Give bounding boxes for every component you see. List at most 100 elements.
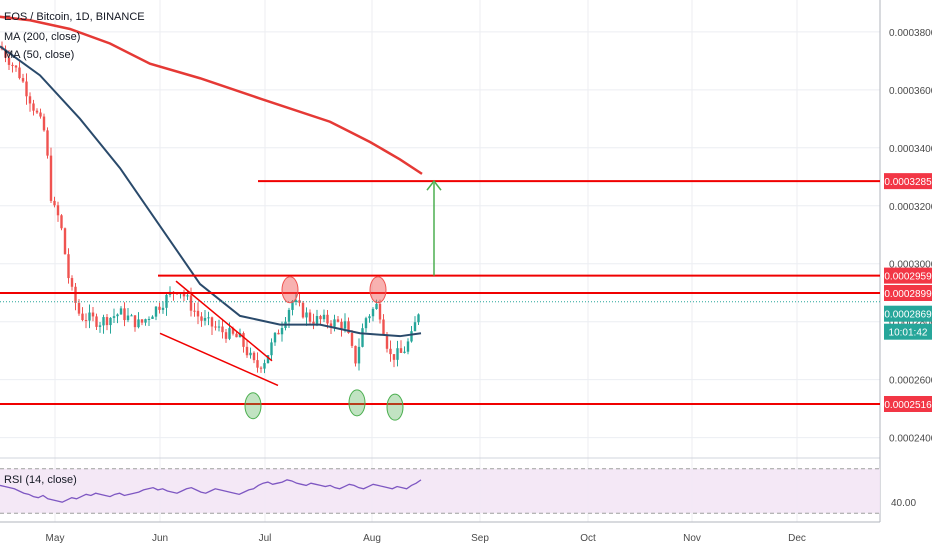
- candle-body: [119, 308, 123, 315]
- price-badge-label: 0.0003285: [884, 177, 932, 188]
- candle-body: [396, 348, 399, 360]
- candle-body: [354, 345, 357, 364]
- candle-body: [147, 318, 151, 320]
- symbol-title: EOS / Bitcoin, 1D, BINANCE: [4, 11, 145, 23]
- candle-body: [224, 332, 228, 339]
- candle-body: [308, 312, 312, 322]
- candle-body: [280, 327, 284, 335]
- candle-body: [77, 302, 81, 314]
- candle-body: [263, 363, 266, 369]
- candle-body: [196, 310, 200, 317]
- rsi-tick-label: 40.00: [891, 498, 916, 509]
- target-arrow-head: [426, 179, 442, 191]
- candle-body: [56, 205, 60, 216]
- candle-body: [312, 321, 315, 324]
- candle-body: [357, 346, 361, 364]
- candle-body: [133, 315, 137, 328]
- candle-body: [256, 360, 259, 368]
- candle-body: [203, 317, 207, 321]
- time-tick-label: May: [46, 533, 65, 544]
- candle-body: [46, 130, 49, 156]
- candle-body: [266, 355, 270, 364]
- candle-body: [39, 112, 42, 117]
- candle-body: [242, 333, 245, 347]
- candle-body: [273, 332, 277, 343]
- candle-body: [368, 316, 371, 319]
- candle-body: [88, 312, 91, 321]
- candle-body: [217, 326, 221, 328]
- time-tick-label: Aug: [363, 533, 381, 544]
- wedge-lower-line: [159, 332, 279, 387]
- ma50-line: [0, 45, 422, 338]
- candle-body: [182, 293, 186, 297]
- candle-body: [291, 301, 294, 310]
- time-tick-label: Sep: [471, 533, 489, 544]
- candle-body: [105, 317, 109, 326]
- candle-body: [158, 306, 161, 310]
- candle-body: [417, 314, 420, 323]
- candle-body: [287, 309, 291, 322]
- candle-body: [350, 333, 354, 346]
- candle-body: [151, 316, 154, 319]
- candle-body: [140, 319, 144, 323]
- candle-body: [60, 215, 63, 229]
- ma200-legend[interactable]: MA (200, close): [4, 31, 81, 43]
- price-badge-label: 10:01:42: [889, 328, 928, 339]
- price-badge-label: 0.0002899: [884, 289, 932, 300]
- candle-body: [245, 346, 249, 356]
- candle-body: [49, 155, 53, 201]
- candle-body: [28, 96, 32, 104]
- candle-body: [70, 278, 74, 287]
- candle-body: [249, 352, 252, 356]
- candle-body: [112, 316, 116, 318]
- candle-body: [336, 319, 340, 322]
- candle-body: [144, 319, 147, 323]
- candle-body: [347, 321, 350, 334]
- candle-body: [235, 333, 238, 338]
- rsi-legend[interactable]: RSI (14, close): [4, 474, 77, 486]
- candle-body: [385, 334, 389, 349]
- candle-body: [382, 319, 385, 335]
- support-ellipse: [244, 392, 262, 420]
- candle-body: [189, 295, 193, 311]
- time-tick-label: Oct: [580, 533, 596, 544]
- candle-body: [154, 306, 158, 317]
- ma50-legend[interactable]: MA (50, close): [4, 49, 75, 61]
- candle-body: [130, 315, 133, 317]
- price-badge: [884, 323, 932, 340]
- time-tick-label: Jul: [259, 533, 272, 544]
- candle-body: [301, 302, 305, 318]
- candle-body: [123, 308, 126, 321]
- rsi-line: [0, 479, 422, 503]
- candle-body: [322, 314, 326, 320]
- candle-body: [91, 312, 95, 317]
- candle-body: [259, 367, 263, 369]
- candle-body: [392, 354, 396, 360]
- candle-body: [74, 286, 77, 303]
- candle-body: [333, 319, 336, 327]
- price-badge: [884, 395, 932, 412]
- candle-body: [42, 116, 46, 131]
- candle-body: [21, 78, 25, 82]
- candle-body: [406, 341, 410, 352]
- candle-body: [399, 348, 403, 353]
- resistance-ellipse: [281, 276, 299, 304]
- candle-body: [375, 303, 378, 309]
- candle-body: [4, 49, 7, 58]
- candle-body: [18, 67, 21, 79]
- candle-body: [228, 328, 231, 339]
- candle-body: [109, 317, 112, 326]
- candle-body: [11, 64, 14, 66]
- candle-body: [389, 348, 392, 355]
- candle-body: [95, 316, 98, 327]
- candle-body: [161, 307, 165, 310]
- candle-body: [252, 352, 256, 361]
- candle-body: [116, 314, 119, 317]
- price-tick-label: 0.0002600: [889, 376, 932, 387]
- candle-body: [165, 294, 168, 308]
- candle-body: [67, 254, 70, 279]
- candle-body: [315, 316, 319, 324]
- candle-body: [214, 326, 217, 328]
- price-badge-label: 0.0002516: [884, 400, 932, 411]
